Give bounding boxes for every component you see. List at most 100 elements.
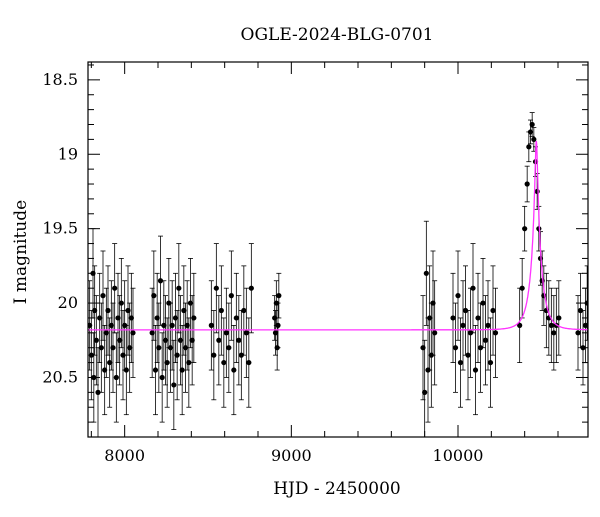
data-point [117,337,123,343]
data-point [154,315,160,321]
data-point [529,121,535,128]
data-point [211,352,217,358]
data-point [110,345,116,351]
data-point [97,315,103,321]
data-point [460,322,466,328]
data-point [231,367,237,373]
data-point [584,300,588,306]
data-point [127,345,133,351]
data-point [425,367,431,373]
data-point [233,315,239,321]
data-point [524,181,530,187]
data-point [90,270,96,276]
data-point [430,300,436,306]
data-point [162,337,169,343]
data-point [166,300,172,306]
data-point [517,322,523,328]
axes: 8000 9000 10000 18.5 19 19.5 20 20.5 [42,62,588,465]
model-curve [88,140,588,331]
data-point [273,300,279,306]
data-point [243,330,249,336]
data-point [467,330,474,336]
y-tick-label: 20.5 [42,367,78,386]
data-point [236,337,242,343]
data-point [276,293,282,299]
data-point [274,345,280,351]
x-axis-label: HJD - 2450000 [273,479,401,499]
data-point [577,307,584,314]
data-point [452,345,459,351]
data-point [100,293,106,299]
data-point [118,300,124,306]
data-point [490,307,496,314]
data-point [156,345,162,351]
data-point [152,367,159,373]
data-point [462,307,469,314]
data-point [113,374,119,381]
data-point [91,374,97,381]
data-point [161,322,167,328]
chart-title: OGLE-2024-BLG-0701 [241,25,434,45]
plot-frame [87,61,589,438]
data-point [487,359,494,366]
data-point [216,337,222,343]
model-curve-group [88,140,588,331]
data-point [427,315,433,321]
data-point [477,345,484,351]
data-point [115,315,121,321]
data-point [181,307,187,314]
data-point [123,367,129,373]
data-point [186,359,192,366]
error-bars [88,112,588,437]
data-point [522,226,528,232]
data-point [174,352,180,358]
data-point [159,374,165,381]
data-point [122,322,128,328]
data-point [208,322,214,328]
data-point [149,330,155,336]
data-point [575,330,581,336]
data-point [88,322,93,328]
data-point [465,352,471,358]
data-point [485,322,491,328]
data-point [482,337,489,343]
data-point [108,322,114,328]
data-point [88,352,94,358]
data-point [470,285,476,291]
data-point [420,345,426,351]
y-tick-label: 19 [58,144,78,163]
data-point [534,188,540,195]
data-point [238,352,244,358]
data-point [128,315,134,321]
data-point [92,307,98,314]
data-point [272,330,279,336]
data-point [475,315,481,321]
data-point [151,293,157,299]
data-point [95,389,101,395]
x-tick-label: 10000 [433,446,484,465]
data-point [191,315,197,321]
data-point [551,330,557,336]
data-point [105,307,111,314]
data-point [228,293,234,299]
data-point [428,352,434,358]
data-point [226,345,232,351]
data-point [246,359,252,366]
y-tick-label: 19.5 [42,219,78,238]
data-point [450,315,456,321]
data-point [176,285,182,291]
data-point [218,307,224,314]
data-point [107,359,113,366]
data-point [98,345,104,351]
data-point [169,322,175,328]
data-point [130,330,136,336]
y-tick-label: 18.5 [42,70,78,89]
data-point [548,322,554,328]
plot-frame-group [87,61,589,438]
data-point [182,345,189,351]
y-axis-label: I magnitude [11,200,31,304]
data-point [519,285,525,291]
data-point [223,330,229,336]
